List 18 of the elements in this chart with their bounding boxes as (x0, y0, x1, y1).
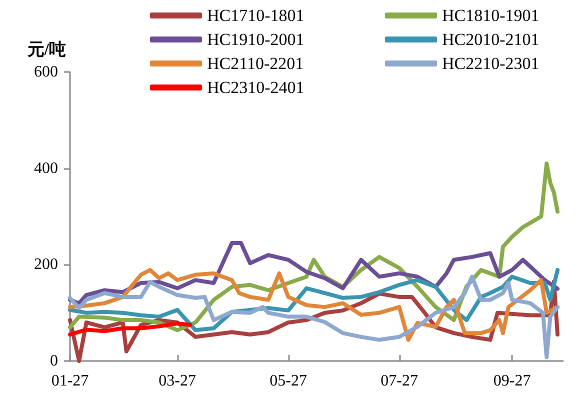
x-tick-label: 05-27 (270, 372, 307, 390)
y-tick-label: 200 (34, 256, 58, 274)
legend-label: HC1810-1901 (442, 6, 540, 25)
legend-label: HC2310-2401 (207, 78, 304, 97)
line-series (68, 321, 192, 337)
x-tick-label: 01-27 (51, 372, 89, 390)
y-tick-label: 400 (34, 160, 58, 177)
legend-label: HC2110-2201 (207, 54, 304, 73)
legend-label: HC2210-2301 (442, 54, 540, 73)
y-axis-title: 元/吨 (26, 40, 66, 59)
legend-label: HC1910-2001 (207, 30, 304, 49)
y-tick-label: 600 (34, 64, 58, 80)
x-tick-label: 03-27 (158, 372, 196, 390)
x-tick-label: 07-27 (380, 372, 418, 390)
legend-label: HC2010-2101 (442, 30, 540, 49)
legend-label: HC1710-1801 (207, 6, 304, 25)
y-tick-label: 0 (50, 352, 58, 370)
x-tick-label: 09-27 (493, 372, 531, 390)
